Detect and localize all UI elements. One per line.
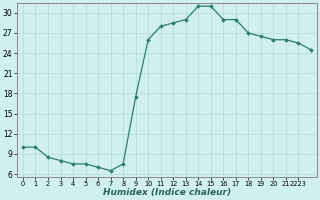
X-axis label: Humidex (Indice chaleur): Humidex (Indice chaleur): [103, 188, 231, 197]
